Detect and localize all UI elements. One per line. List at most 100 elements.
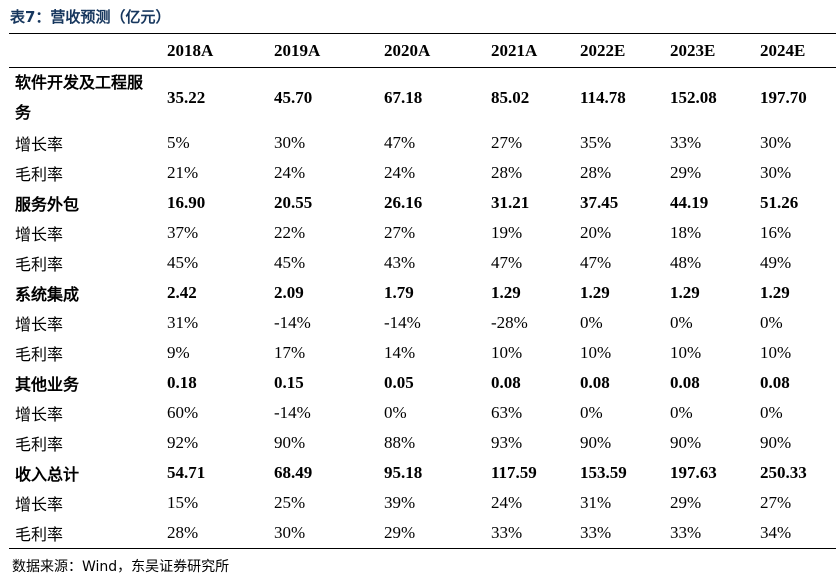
table-cell: 45.70 — [274, 88, 313, 107]
table-cell: 15% — [167, 493, 199, 512]
table-cell: 0% — [670, 403, 693, 422]
header-cell-blank — [9, 33, 161, 68]
table-cell: 0% — [670, 313, 693, 332]
row-label: 增长率 — [15, 225, 64, 244]
table-cell: 0% — [384, 403, 407, 422]
table-cell: 29% — [670, 493, 702, 512]
table-row: 服务外包 16.90 20.55 26.16 31.21 37.45 44.19 51.26 — [9, 188, 836, 218]
table-cell: 10% — [670, 343, 702, 362]
table-cell: 60% — [167, 403, 199, 422]
table-cell: 90% — [274, 433, 306, 452]
table-row: 收入总计 54.71 68.49 95.18 117.59 153.59 197.63 250… — [9, 458, 836, 488]
table-cell: 95.18 — [384, 463, 423, 482]
table-cell: 21% — [167, 163, 199, 182]
table-cell: 92% — [167, 433, 199, 452]
row-label: 毛利率 — [15, 435, 64, 454]
table-cell: 45% — [167, 253, 199, 272]
table-row: 毛利率 28% 30% 29% 33% 33% 33% 34% — [9, 518, 836, 549]
table-cell: 33% — [664, 518, 754, 549]
table-cell: 29% — [670, 163, 702, 182]
table-cell: 197.63 — [670, 463, 717, 482]
table-cell: 24% — [384, 163, 416, 182]
table-cell: 0.18 — [167, 373, 197, 392]
table-cell: 10% — [580, 343, 612, 362]
table-cell: 20% — [580, 223, 612, 242]
table-cell: 90% — [580, 433, 612, 452]
table-cell: 27% — [760, 493, 792, 512]
table-cell: 68.49 — [274, 463, 313, 482]
row-label: 服务外包 — [15, 195, 80, 214]
table-cell: 22% — [274, 223, 306, 242]
table-cell: 85.02 — [491, 88, 530, 107]
table-cell: 28% — [161, 518, 268, 549]
table-cell: 27% — [384, 223, 416, 242]
table-cell: 28% — [491, 163, 523, 182]
table-cell: 16.90 — [167, 193, 206, 212]
table-row: 增长率 15% 25% 39% 24% 31% 29% 27% — [9, 488, 836, 518]
table-cell: 34% — [754, 518, 836, 549]
table-cell: 30% — [274, 133, 306, 152]
table-cell: 19% — [491, 223, 523, 242]
table-cell: 37% — [167, 223, 199, 242]
header-cell-2021A: 2021A — [485, 33, 574, 68]
table-cell: 10% — [491, 343, 523, 362]
table-cell: 31.21 — [491, 193, 530, 212]
table-cell: 35% — [580, 133, 612, 152]
table-title: 表7：营收预测（亿元） — [10, 8, 171, 26]
table-cell: 63% — [491, 403, 523, 422]
table-cell: 20.55 — [274, 193, 313, 212]
table-cell: 30% — [268, 518, 378, 549]
row-label: 毛利率 — [15, 255, 64, 274]
table-cell: 25% — [274, 493, 306, 512]
table-cell: 30% — [760, 163, 792, 182]
table-cell: 47% — [491, 253, 523, 272]
table-cell: 29% — [378, 518, 485, 549]
table-cell: 250.33 — [760, 463, 807, 482]
header-cell-2024E: 2024E — [754, 33, 836, 68]
row-label: 毛利率 — [9, 518, 161, 549]
table-cell: 10% — [760, 343, 792, 362]
table-cell: 1.29 — [580, 283, 610, 302]
revenue-forecast-table-container: 2018A 2019A 2020A 2021A 2022E 2023E 2024… — [9, 33, 836, 549]
table-row: 毛利率 45% 45% 43% 47% 47% 48% 49% — [9, 248, 836, 278]
table-cell: 24% — [274, 163, 306, 182]
table-cell: 31% — [580, 493, 612, 512]
table-cell: 48% — [670, 253, 702, 272]
table-cell: 152.08 — [670, 88, 717, 107]
row-label: 增长率 — [15, 315, 64, 334]
header-cell-2019A: 2019A — [268, 33, 378, 68]
table-cell: 17% — [274, 343, 306, 362]
table-cell: 1.29 — [670, 283, 700, 302]
row-label: 收入总计 — [15, 465, 80, 484]
table-cell: 49% — [760, 253, 792, 272]
table-cell: 1.29 — [491, 283, 521, 302]
table-cell: 0.15 — [274, 373, 304, 392]
table-row: 系统集成 2.42 2.09 1.79 1.29 1.29 1.29 1.29 — [9, 278, 836, 308]
row-label: 毛利率 — [15, 345, 64, 364]
table-cell: 117.59 — [491, 463, 537, 482]
table-cell: 2.42 — [167, 283, 197, 302]
row-label: 增长率 — [15, 135, 64, 154]
table-cell: 31% — [167, 313, 199, 332]
row-label: 系统集成 — [15, 285, 80, 304]
table-cell: 51.26 — [760, 193, 799, 212]
table-row: 毛利率 9% 17% 14% 10% 10% 10% 10% — [9, 338, 836, 368]
table-cell: 93% — [491, 433, 523, 452]
table-cell: 45% — [274, 253, 306, 272]
row-label: 软件开发及工程服务 — [15, 73, 144, 122]
row-label: 其他业务 — [15, 375, 80, 394]
table-cell: -14% — [274, 313, 311, 332]
table-cell: 0% — [760, 313, 783, 332]
table-cell: 88% — [384, 433, 416, 452]
table-cell: 0% — [760, 403, 783, 422]
table-row: 毛利率 92% 90% 88% 93% 90% 90% 90% — [9, 428, 836, 458]
table-body: 软件开发及工程服务 35.22 45.70 67.18 85.02 114.78 152.0… — [9, 68, 836, 549]
table-cell: 5% — [167, 133, 190, 152]
table-cell: -28% — [491, 313, 528, 332]
table-cell: 43% — [384, 253, 416, 272]
table-cell: 30% — [760, 133, 792, 152]
table-cell: 16% — [760, 223, 792, 242]
table-cell: 47% — [384, 133, 416, 152]
table-cell: -14% — [384, 313, 421, 332]
table-cell: 67.18 — [384, 88, 423, 107]
